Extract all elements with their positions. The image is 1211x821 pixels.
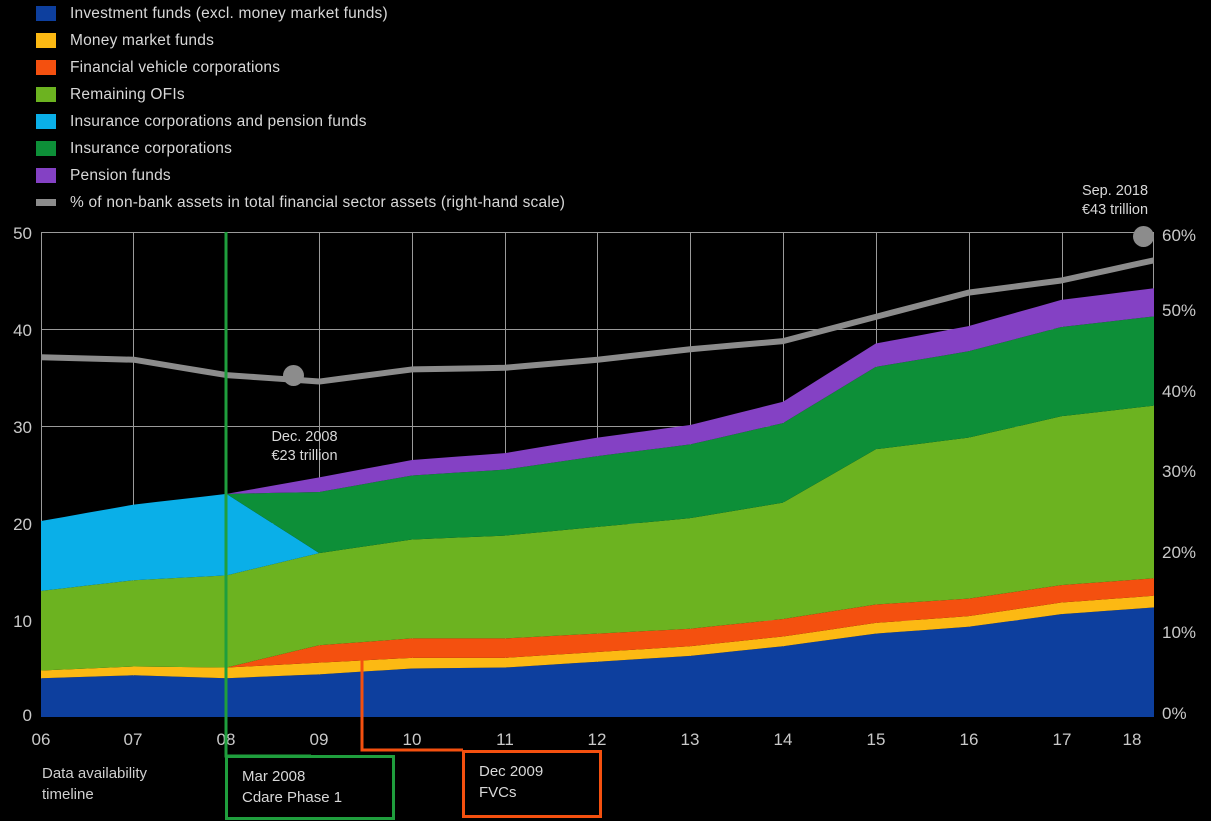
- timeline-label-line2: timeline: [42, 786, 94, 803]
- xtick-13: 13: [680, 730, 700, 749]
- ytick-left-40: 40: [13, 321, 32, 340]
- share-line-layer: [41, 232, 1154, 717]
- legend-swatch-insurance-corporations: [36, 141, 56, 156]
- timeline-box-mar-2008-line2: Cdare Phase 1: [242, 789, 343, 806]
- legend-label-pension-funds: Pension funds: [70, 166, 171, 184]
- share-line-svg: [41, 257, 1154, 385]
- annotation-sep-2018-line1: Sep. 2018: [1081, 183, 1149, 199]
- xtick-16: 16: [959, 730, 979, 749]
- xtick-14: 14: [773, 730, 793, 749]
- gridline-x-09: [319, 232, 320, 717]
- legend-item-insurance-corporations: Insurance corporations: [0, 135, 1211, 162]
- timeline-box-mar-2008[interactable]: Mar 2008 Cdare Phase 1: [225, 755, 395, 820]
- ytick-left-30: 30: [13, 418, 32, 437]
- marker-dot-sep-2018: [1133, 226, 1154, 247]
- annotation-sep-2018-line2: €43 trillion: [1081, 202, 1149, 218]
- annotation-sep-2018: Sep. 2018 €43 trillion: [1040, 182, 1190, 220]
- timeline-box-dec-2009-line1: Dec 2009: [479, 763, 544, 780]
- legend-item-remaining-ofis: Remaining OFIs: [0, 81, 1211, 108]
- ytick-right-40: 40%: [1162, 382, 1197, 401]
- legend-swatch-remaining-ofis: [36, 87, 56, 102]
- legend-label-money-market-funds: Money market funds: [70, 31, 215, 49]
- legend-item-insurance-corporations-and-pension-funds: Insurance corporations and pension funds: [0, 108, 1211, 135]
- ytick-right-50: 50%: [1162, 301, 1197, 320]
- xtick-12: 12: [587, 730, 607, 749]
- ytick-left-20: 20: [13, 515, 32, 534]
- xtick-18: 18: [1122, 730, 1142, 749]
- annotation-dec-2008-line1: Dec. 2008: [271, 429, 338, 445]
- ytick-right-0: 0%: [1162, 704, 1187, 723]
- legend-swatch-share-of-non-bank-assets: [36, 199, 56, 206]
- marker-dot-dec-2008: [283, 365, 304, 386]
- legend-swatch-money-market-funds: [36, 33, 56, 48]
- ytick-right-30: 30%: [1162, 462, 1197, 481]
- legend-swatch-insurance-corporations-and-pension-funds: [36, 114, 56, 129]
- legend-item-financial-vehicle-corporations: Financial vehicle corporations: [0, 54, 1211, 81]
- xtick-15: 15: [866, 730, 886, 749]
- legend-item-money-market-funds: Money market funds: [0, 27, 1211, 54]
- legend-swatch-investment-funds: [36, 6, 56, 21]
- legend-swatch-pension-funds: [36, 168, 56, 183]
- xtick-08: 08: [216, 730, 236, 749]
- legend-swatch-financial-vehicle-corporations: [36, 60, 56, 75]
- chart-legend: Investment funds (excl. money market fun…: [0, 0, 1211, 216]
- plot-area: [41, 232, 1154, 717]
- stacked-area-svg: [41, 288, 1154, 717]
- xtick-07: 07: [123, 730, 143, 749]
- ytick-right-60: 60%: [1162, 226, 1197, 245]
- legend-label-financial-vehicle-corporations: Financial vehicle corporations: [70, 58, 281, 76]
- legend-label-insurance-corporations-and-pension-funds: Insurance corporations and pension funds: [70, 112, 367, 130]
- timeline-label: Data availability timeline: [42, 763, 147, 805]
- xtick-06: 06: [31, 730, 51, 749]
- xtick-10: 10: [402, 730, 422, 749]
- legend-item-investment-funds: Investment funds (excl. money market fun…: [0, 0, 1211, 27]
- legend-item-share-of-non-bank-assets: % of non-bank assets in total financial …: [0, 189, 1211, 216]
- stacked-areas: [41, 232, 1154, 717]
- legend-label-investment-funds: Investment funds (excl. money market fun…: [70, 4, 388, 22]
- ytick-right-10: 10%: [1162, 623, 1197, 642]
- ytick-left-10: 10: [13, 612, 32, 631]
- legend-label-share-of-non-bank-assets: % of non-bank assets in total financial …: [70, 193, 566, 211]
- timeline-label-line1: Data availability: [42, 765, 148, 782]
- ytick-left-0: 0: [22, 706, 32, 725]
- annotation-dec-2008-line2: €23 trillion: [271, 448, 338, 464]
- xtick-11: 11: [496, 730, 514, 749]
- annotation-dec-2008: Dec. 2008 €23 trillion: [222, 428, 387, 466]
- gridline-x-07: [133, 232, 134, 717]
- xtick-09: 09: [309, 730, 329, 749]
- legend-label-insurance-corporations: Insurance corporations: [70, 139, 233, 157]
- timeline-box-dec-2009-line2: FVCs: [479, 784, 517, 801]
- timeline-box-dec-2009[interactable]: Dec 2009 FVCs: [462, 750, 602, 818]
- legend-item-pension-funds: Pension funds: [0, 162, 1211, 189]
- timeline-box-mar-2008-line1: Mar 2008: [242, 768, 306, 785]
- xtick-17: 17: [1052, 730, 1072, 749]
- ytick-right-20: 20%: [1162, 543, 1197, 562]
- ytick-left-50: 50: [13, 224, 32, 243]
- legend-label-remaining-ofis: Remaining OFIs: [70, 85, 185, 103]
